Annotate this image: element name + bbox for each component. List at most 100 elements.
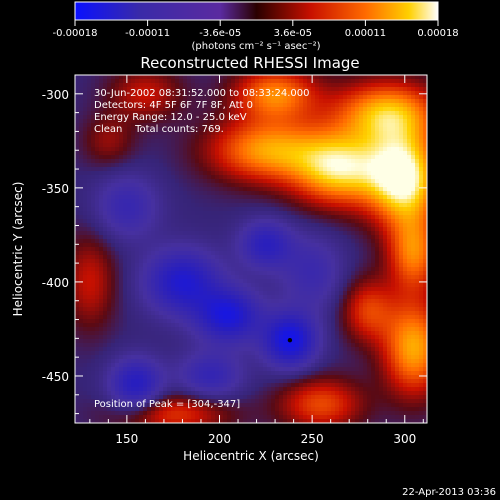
heatmap-cell bbox=[267, 247, 272, 252]
heatmap-cell bbox=[415, 99, 420, 104]
colorbar-tick-label: -3.6e-05 bbox=[199, 28, 241, 39]
heatmap-cell bbox=[255, 99, 260, 104]
heatmap-cell bbox=[99, 139, 104, 144]
heatmap-cell bbox=[219, 115, 224, 120]
heatmap-cell bbox=[395, 135, 400, 140]
heatmap-cell bbox=[283, 99, 288, 104]
heatmap-cell bbox=[343, 291, 348, 296]
heatmap-cell bbox=[211, 103, 216, 108]
heatmap-cell bbox=[339, 195, 344, 200]
heatmap-cell bbox=[355, 215, 360, 220]
heatmap-cell bbox=[303, 267, 308, 272]
heatmap-cell bbox=[171, 279, 176, 284]
heatmap-cell bbox=[223, 299, 228, 304]
heatmap-cell bbox=[303, 115, 308, 120]
heatmap-cell bbox=[319, 207, 324, 212]
heatmap-cell bbox=[155, 183, 160, 188]
heatmap-cell bbox=[287, 79, 292, 84]
heatmap-cell bbox=[75, 203, 80, 208]
heatmap-cell bbox=[191, 235, 196, 240]
heatmap-cell bbox=[279, 227, 284, 232]
heatmap-cell bbox=[359, 259, 364, 264]
heatmap-cell bbox=[415, 179, 420, 184]
heatmap-cell bbox=[247, 255, 252, 260]
heatmap-cell bbox=[231, 159, 236, 164]
heatmap-cell bbox=[379, 187, 384, 192]
heatmap-cell bbox=[139, 91, 144, 96]
heatmap-cell bbox=[123, 267, 128, 272]
heatmap-cell bbox=[247, 239, 252, 244]
heatmap-cell bbox=[347, 111, 352, 116]
heatmap-cell bbox=[99, 111, 104, 116]
heatmap-cell bbox=[247, 227, 252, 232]
heatmap-cell bbox=[223, 79, 228, 84]
heatmap-cell bbox=[271, 235, 276, 240]
heatmap-cell bbox=[247, 299, 252, 304]
heatmap-cell bbox=[147, 91, 152, 96]
heatmap-cell bbox=[367, 147, 372, 152]
heatmap-cell bbox=[75, 243, 80, 248]
heatmap-cell bbox=[363, 119, 368, 124]
heatmap-cell bbox=[159, 147, 164, 152]
heatmap-cell bbox=[395, 275, 400, 280]
heatmap-cell bbox=[363, 151, 368, 156]
heatmap-cell bbox=[407, 239, 412, 244]
heatmap-cell bbox=[311, 291, 316, 296]
heatmap-cell bbox=[107, 219, 112, 224]
heatmap-cell bbox=[191, 207, 196, 212]
heatmap-cell bbox=[147, 135, 152, 140]
heatmap-cell bbox=[99, 115, 104, 120]
heatmap-cell bbox=[187, 271, 192, 276]
heatmap-cell bbox=[223, 283, 228, 288]
heatmap-cell bbox=[415, 187, 420, 192]
heatmap-cell bbox=[335, 99, 340, 104]
heatmap-cell bbox=[151, 279, 156, 284]
heatmap-cell bbox=[123, 263, 128, 268]
heatmap-cell bbox=[335, 87, 340, 92]
heatmap-cell bbox=[143, 167, 148, 172]
heatmap-cell bbox=[407, 119, 412, 124]
heatmap-cell bbox=[279, 203, 284, 208]
heatmap-cell bbox=[267, 187, 272, 192]
heatmap-cell bbox=[151, 95, 156, 100]
heatmap-cell bbox=[107, 267, 112, 272]
heatmap-cell bbox=[163, 199, 168, 204]
heatmap-cell bbox=[247, 279, 252, 284]
heatmap-cell bbox=[111, 279, 116, 284]
heatmap-cell bbox=[367, 267, 372, 272]
heatmap-cell bbox=[95, 87, 100, 92]
heatmap-cell bbox=[347, 135, 352, 140]
heatmap-cell bbox=[319, 155, 324, 160]
heatmap-cell bbox=[219, 127, 224, 132]
heatmap-cell bbox=[227, 135, 232, 140]
heatmap-cell bbox=[423, 143, 427, 148]
heatmap-cell bbox=[287, 107, 292, 112]
heatmap-cell bbox=[403, 235, 408, 240]
heatmap-cell bbox=[119, 247, 124, 252]
heatmap-cell bbox=[179, 107, 184, 112]
heatmap-cell bbox=[219, 203, 224, 208]
heatmap-cell bbox=[415, 207, 420, 212]
heatmap-cell bbox=[375, 279, 380, 284]
heatmap-cell bbox=[303, 83, 308, 88]
heatmap-cell bbox=[143, 299, 148, 304]
heatmap-cell bbox=[91, 171, 96, 176]
heatmap-cell bbox=[203, 207, 208, 212]
heatmap-cell bbox=[163, 99, 168, 104]
heatmap-cell bbox=[411, 287, 416, 292]
heatmap-cell bbox=[171, 79, 176, 84]
heatmap-cell bbox=[303, 259, 308, 264]
heatmap-cell bbox=[203, 211, 208, 216]
heatmap-cell bbox=[259, 275, 264, 280]
heatmap-cell bbox=[375, 163, 380, 168]
heatmap-cell bbox=[187, 299, 192, 304]
heatmap-cell bbox=[131, 263, 136, 268]
heatmap-cell bbox=[399, 207, 404, 212]
heatmap-cell bbox=[159, 155, 164, 160]
heatmap-cell bbox=[375, 195, 380, 200]
heatmap-cell bbox=[231, 175, 236, 180]
heatmap-cell bbox=[259, 163, 264, 168]
heatmap-cell bbox=[275, 227, 280, 232]
heatmap-cell bbox=[135, 79, 140, 84]
heatmap-cell bbox=[227, 247, 232, 252]
